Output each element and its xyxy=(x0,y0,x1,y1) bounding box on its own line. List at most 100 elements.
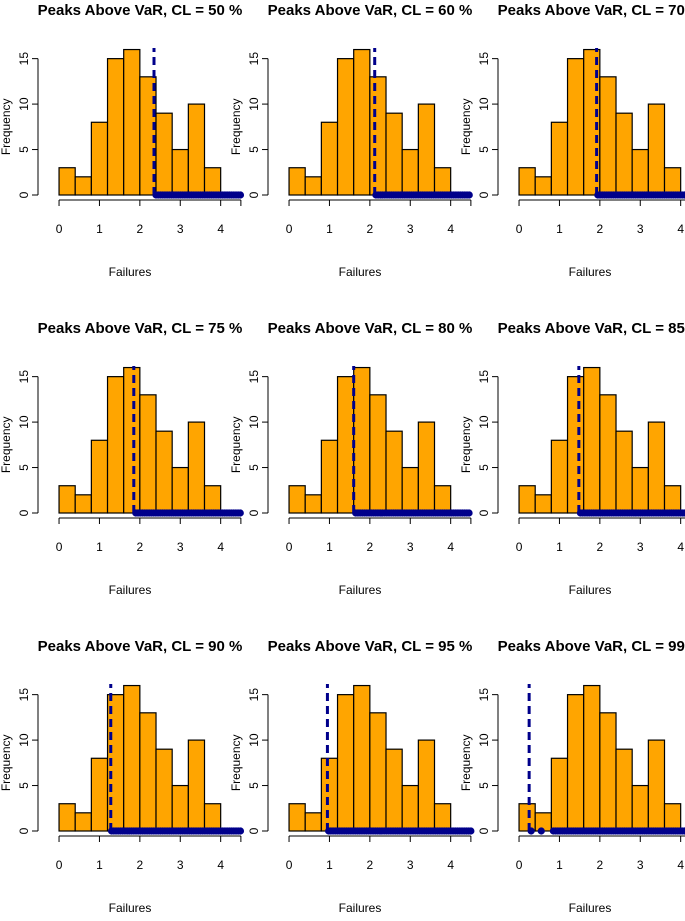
x-tick-label: 1 xyxy=(556,858,563,872)
histogram-bar xyxy=(187,421,206,514)
x-tick-label: 2 xyxy=(597,540,604,554)
failure-point xyxy=(465,509,473,517)
x-tick-label: 4 xyxy=(217,222,224,236)
x-tick-label: 3 xyxy=(177,540,184,554)
x-tick-label: 4 xyxy=(677,540,684,554)
x-tick-label: 4 xyxy=(677,222,684,236)
histogram-bar xyxy=(663,485,682,514)
histogram-bar xyxy=(336,58,355,196)
histogram-bar xyxy=(647,103,666,196)
x-tick-label: 1 xyxy=(556,540,563,554)
histogram-bar xyxy=(385,748,403,832)
histogram-bar xyxy=(171,466,189,514)
histogram-bar xyxy=(550,439,569,514)
histogram-bar xyxy=(353,684,371,832)
histogram-bar xyxy=(90,121,109,196)
histogram-bar xyxy=(583,684,601,832)
failure-point xyxy=(537,827,545,835)
x-tick-label: 1 xyxy=(96,858,103,872)
failure-point xyxy=(236,509,244,517)
histogram-bar xyxy=(304,812,322,832)
x-tick-label: 4 xyxy=(677,858,684,872)
x-tick-label: 1 xyxy=(96,222,103,236)
histogram-bar xyxy=(336,694,355,832)
histogram-bar xyxy=(615,112,633,196)
y-tick-label: 5 xyxy=(17,464,31,471)
x-axis-label: Failures xyxy=(339,583,382,597)
panel-cl-95: Peaks Above VaR, CL = 95 %051015Frequenc… xyxy=(229,638,475,915)
x-tick-label: 1 xyxy=(556,222,563,236)
x-tick-label: 2 xyxy=(367,222,374,236)
histogram-bar xyxy=(74,494,92,514)
y-tick-label: 5 xyxy=(247,464,261,471)
x-tick-label: 4 xyxy=(447,222,454,236)
histogram-bar xyxy=(106,376,125,514)
histogram-bar xyxy=(599,712,617,832)
histogram-bar xyxy=(353,366,371,514)
x-tick-label: 2 xyxy=(137,540,144,554)
histogram-bar xyxy=(155,748,173,832)
y-tick-label: 10 xyxy=(477,733,491,747)
histogram-bar xyxy=(518,803,536,832)
y-tick-label: 10 xyxy=(247,97,261,111)
histogram-bar xyxy=(336,376,355,514)
histogram-bar xyxy=(155,112,173,196)
histogram-bar xyxy=(615,748,633,832)
x-tick-label: 2 xyxy=(367,858,374,872)
x-tick-label: 2 xyxy=(367,540,374,554)
y-axis-label: Frequency xyxy=(0,98,13,155)
histogram-bar xyxy=(106,58,125,196)
x-tick-label: 2 xyxy=(137,858,144,872)
panel-title: Peaks Above VaR, CL = 95 % xyxy=(268,638,473,655)
histogram-bar xyxy=(74,176,92,196)
y-axis-label: Frequency xyxy=(459,98,473,155)
x-axis-label: Failures xyxy=(569,265,612,279)
histogram-bar xyxy=(631,148,649,196)
y-tick-label: 10 xyxy=(477,97,491,111)
histogram-bar xyxy=(566,376,585,514)
histogram-bar xyxy=(385,112,403,196)
histogram-bar xyxy=(534,494,552,514)
y-axis-label: Frequency xyxy=(229,416,243,473)
y-tick-label: 15 xyxy=(17,52,31,66)
panel-title: Peaks Above VaR, CL = 50 % xyxy=(38,2,243,19)
y-tick-label: 10 xyxy=(477,415,491,429)
histogram-bar xyxy=(139,712,157,832)
panel-cl-60: Peaks Above VaR, CL = 60 %051015Frequenc… xyxy=(229,2,473,279)
panel-cl-70: Peaks Above VaR, CL = 70 %051015Frequenc… xyxy=(459,2,685,279)
histogram-bar xyxy=(417,739,436,832)
histogram-bar xyxy=(566,694,585,832)
histogram-bar xyxy=(663,167,682,196)
x-tick-label: 3 xyxy=(637,540,644,554)
histogram-bar xyxy=(58,485,76,514)
y-tick-label: 0 xyxy=(17,509,31,516)
x-tick-label: 1 xyxy=(326,858,333,872)
histogram-bar xyxy=(433,803,452,832)
histogram-bar xyxy=(566,58,585,196)
y-tick-label: 10 xyxy=(17,415,31,429)
y-axis-label: Frequency xyxy=(459,416,473,473)
x-tick-label: 0 xyxy=(516,858,523,872)
histogram-bar xyxy=(369,394,387,514)
y-tick-label: 5 xyxy=(17,146,31,153)
y-tick-label: 10 xyxy=(247,733,261,747)
histogram-bar xyxy=(599,394,617,514)
histogram-bar xyxy=(534,176,552,196)
histogram-bar xyxy=(401,148,419,196)
histogram-bar xyxy=(288,167,306,196)
histogram-bar xyxy=(353,48,371,196)
y-tick-label: 15 xyxy=(477,688,491,702)
histogram-bar xyxy=(433,167,452,196)
histogram-bar xyxy=(171,784,189,832)
x-tick-label: 3 xyxy=(177,858,184,872)
failure-point xyxy=(465,191,473,199)
x-tick-label: 0 xyxy=(56,858,63,872)
y-axis-label: Frequency xyxy=(229,98,243,155)
histogram-bar xyxy=(518,485,536,514)
x-tick-label: 3 xyxy=(407,540,414,554)
x-axis-label: Failures xyxy=(569,901,612,915)
histogram-bar xyxy=(320,121,339,196)
y-tick-label: 15 xyxy=(17,688,31,702)
histogram-bar xyxy=(187,103,206,196)
failure-point xyxy=(236,191,245,199)
